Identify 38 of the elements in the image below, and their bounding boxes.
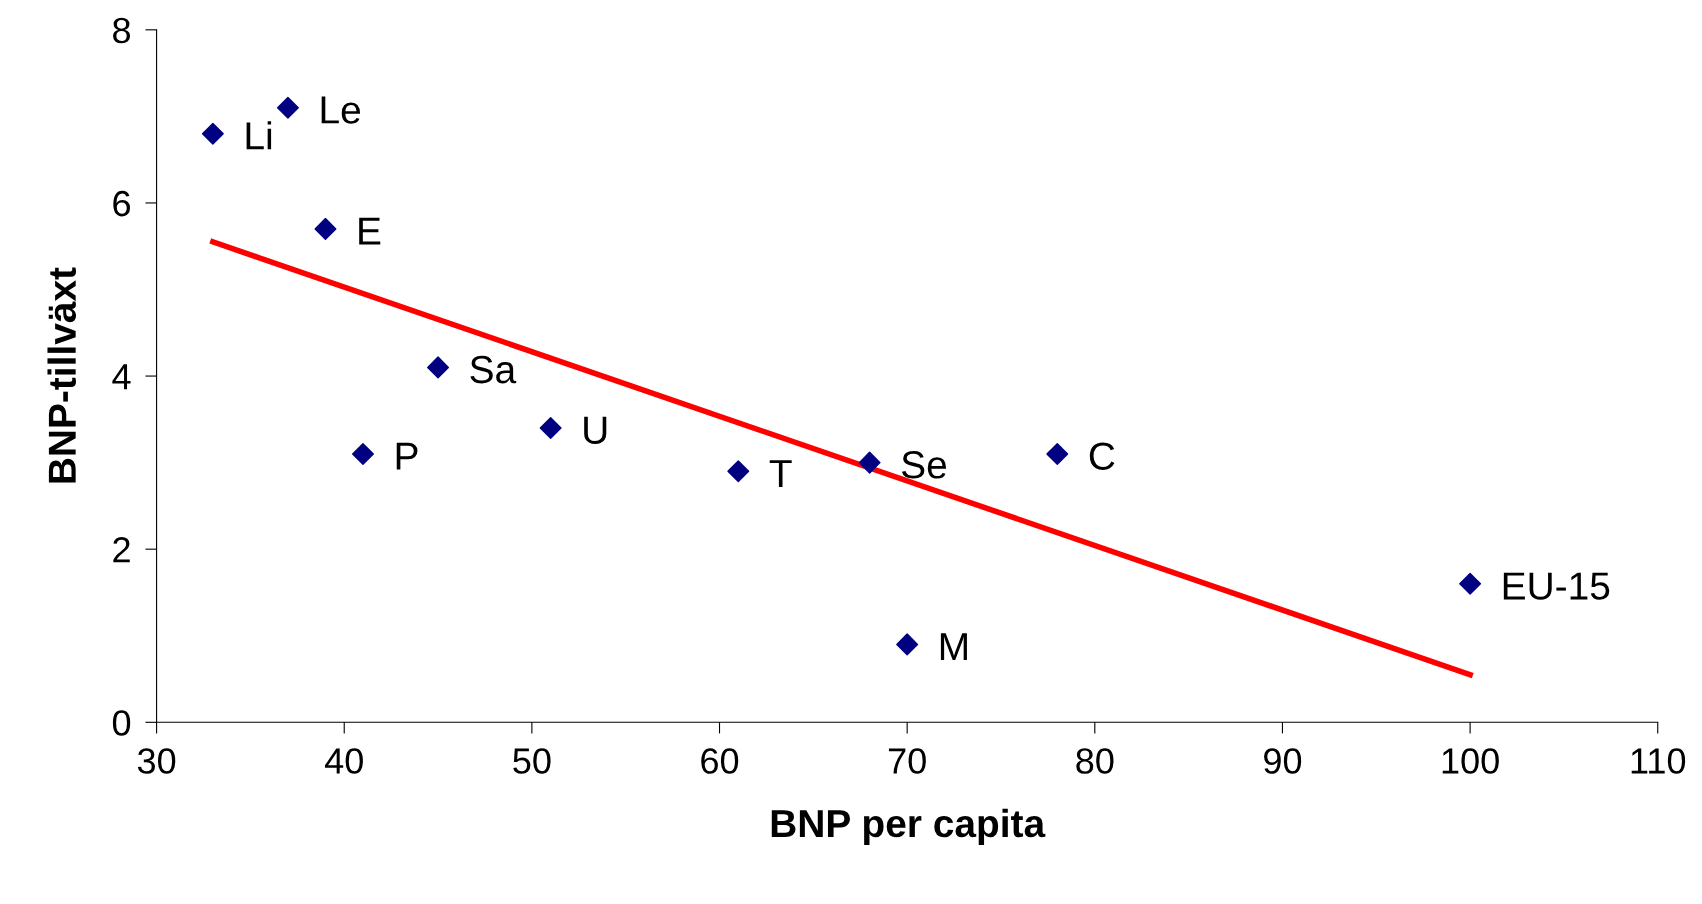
x-tick-label: 50 <box>513 748 551 774</box>
annotation: EU-15 <box>1503 572 1610 600</box>
y-tick-label: 2 <box>113 537 130 563</box>
point <box>427 356 450 379</box>
x-tick-label: 70 <box>888 748 926 774</box>
annotation: E <box>359 217 381 245</box>
x-tick-label: 110 <box>1631 748 1686 774</box>
annotation: Le <box>321 96 361 124</box>
y-tick-label: 0 <box>112 710 131 736</box>
annotation: M <box>940 633 967 661</box>
y-tick-label: 6 <box>113 190 130 217</box>
x-tick-label: 80 <box>1076 748 1114 774</box>
point <box>858 451 881 474</box>
y-tick-label: 8 <box>113 17 131 44</box>
annotation: T <box>769 460 792 487</box>
point <box>539 417 562 439</box>
x-tick-label: 30 <box>137 748 176 774</box>
point <box>896 633 919 656</box>
point <box>351 442 374 465</box>
point <box>1046 442 1069 465</box>
point <box>201 122 224 145</box>
annotation: C <box>1089 442 1115 470</box>
annotation: Li <box>246 121 272 150</box>
point <box>314 217 337 240</box>
x-tick-label: 100 <box>1442 748 1499 774</box>
y-tick-label: 4 <box>112 364 131 390</box>
y-axis-title: BNP-tillväxt <box>47 267 77 483</box>
point <box>727 460 750 483</box>
annotation: P <box>396 442 418 470</box>
annotation: Sa <box>470 355 517 384</box>
point <box>276 96 299 119</box>
x-axis-title: BNP per capita <box>771 808 1046 845</box>
x-tick-label: 60 <box>701 748 739 774</box>
x-tick-label: 90 <box>1264 748 1302 774</box>
annotation: Se <box>901 451 947 479</box>
annotation: U <box>584 416 607 444</box>
point <box>1459 572 1482 595</box>
x-tick-label: 40 <box>324 748 363 774</box>
